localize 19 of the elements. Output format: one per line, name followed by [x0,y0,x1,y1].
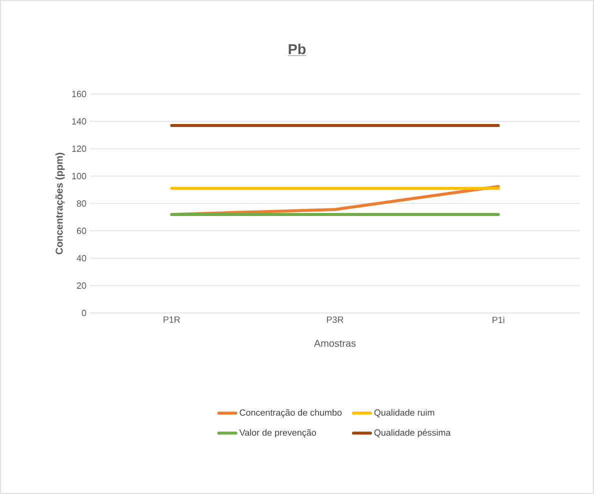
y-tick-label: 80 [76,200,86,207]
y-tick-label: 140 [72,118,86,125]
y-tick-label: 20 [76,282,86,289]
legend-label: Valor de prevenção [239,429,316,438]
y-tick-label: 40 [76,255,86,262]
y-tick-label: 120 [72,146,86,152]
legend-label: Qualidade ruim [374,409,434,418]
x-tick-label: P3R [327,316,344,323]
y-tick-label: 160 [72,90,86,98]
y-tick-label: 0 [82,310,86,316]
legend-label: Qualidade péssima [374,429,451,438]
y-axis-title: Concentrações (ppm) [55,152,65,254]
legend-label: Concentração de chumbo [240,409,342,418]
chart-title: Pb [288,44,306,54]
x-axis-title: Amostras [314,340,356,347]
x-tick-label: P1i [492,316,504,324]
x-tick-label: P1R [164,316,180,323]
y-tick-label: 60 [76,228,86,234]
y-tick-label: 100 [72,172,86,180]
